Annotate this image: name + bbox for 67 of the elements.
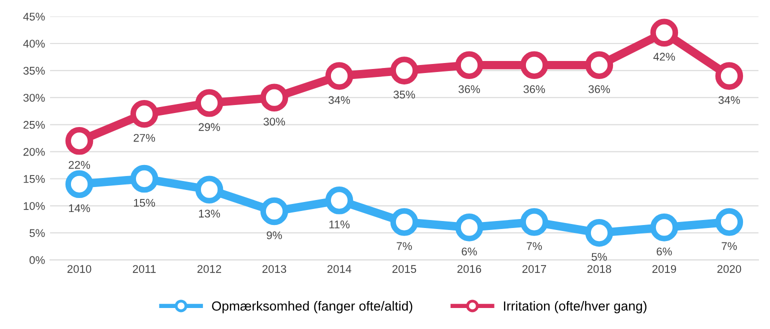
y-tick-label: 20% [24,148,45,156]
data-label: 30% [264,118,285,126]
y-tick-label: 35% [23,66,45,75]
point [585,51,614,80]
point [65,126,94,155]
x-tick-label: 2015 [392,265,416,273]
y-tick-label: 40% [23,40,45,48]
data-label: 6% [462,248,477,256]
data-label: 27% [134,134,156,142]
point [585,218,614,247]
point [325,62,354,90]
point [650,18,678,47]
point [390,56,418,84]
x-tick-label: 2011 [132,265,156,273]
point [325,186,354,214]
x-tick-label: 2016 [457,265,482,273]
y-tick-label: 0% [30,256,45,264]
point [390,208,418,236]
point [130,164,158,193]
data-label: 6% [656,248,672,256]
data-label: 36% [524,85,545,94]
y-tick-label: 25% [24,120,45,129]
data-label: 7% [396,242,412,250]
y-tick-label: 45% [23,12,45,21]
data-label: 13% [199,210,220,218]
y-tick-label: 10% [24,202,45,210]
data-label: 9% [266,231,282,240]
x-tick-label: 2019 [652,265,676,273]
x-tick-label: 2012 [197,265,222,273]
data-label: 36% [458,85,480,94]
y-tick-label: 5% [30,229,45,237]
point [195,89,224,117]
data-label: 15% [134,198,156,207]
point [260,84,288,112]
data-label: 22% [68,161,90,169]
point [195,176,224,204]
data-label: 36% [588,85,610,94]
data-label: 42% [653,52,675,61]
point [715,208,744,236]
point [715,62,744,90]
point [65,170,94,198]
data-label: 35% [394,90,415,99]
data-label: 34% [718,96,740,104]
y-tick-label: 15% [24,175,45,183]
data-label: 29% [198,123,220,131]
data-label: 14% [69,204,90,212]
point [455,51,484,80]
data-label: 5% [592,253,607,261]
data-label: 7% [722,242,737,250]
data-label: 7% [526,242,542,250]
point [520,51,548,80]
point [455,214,484,242]
x-tick-label: 2010 [67,265,92,273]
y-tick-label: 30% [23,94,45,102]
point [130,100,158,128]
x-tick-label: 2013 [262,265,286,273]
data-label: 11% [329,220,350,228]
x-tick-label: 2020 [717,265,742,273]
x-tick-label: 2018 [587,265,612,273]
x-tick-label: 2014 [327,265,352,273]
legend-label: Irritation (ofte/hver gang) [504,301,646,314]
point [260,197,288,226]
legend-label: Opmærksomhed (fanger ofte/altid) [212,301,412,314]
x-tick-label: 2017 [522,265,546,273]
data-label: 34% [328,96,350,104]
point [650,214,678,242]
point [520,208,548,236]
